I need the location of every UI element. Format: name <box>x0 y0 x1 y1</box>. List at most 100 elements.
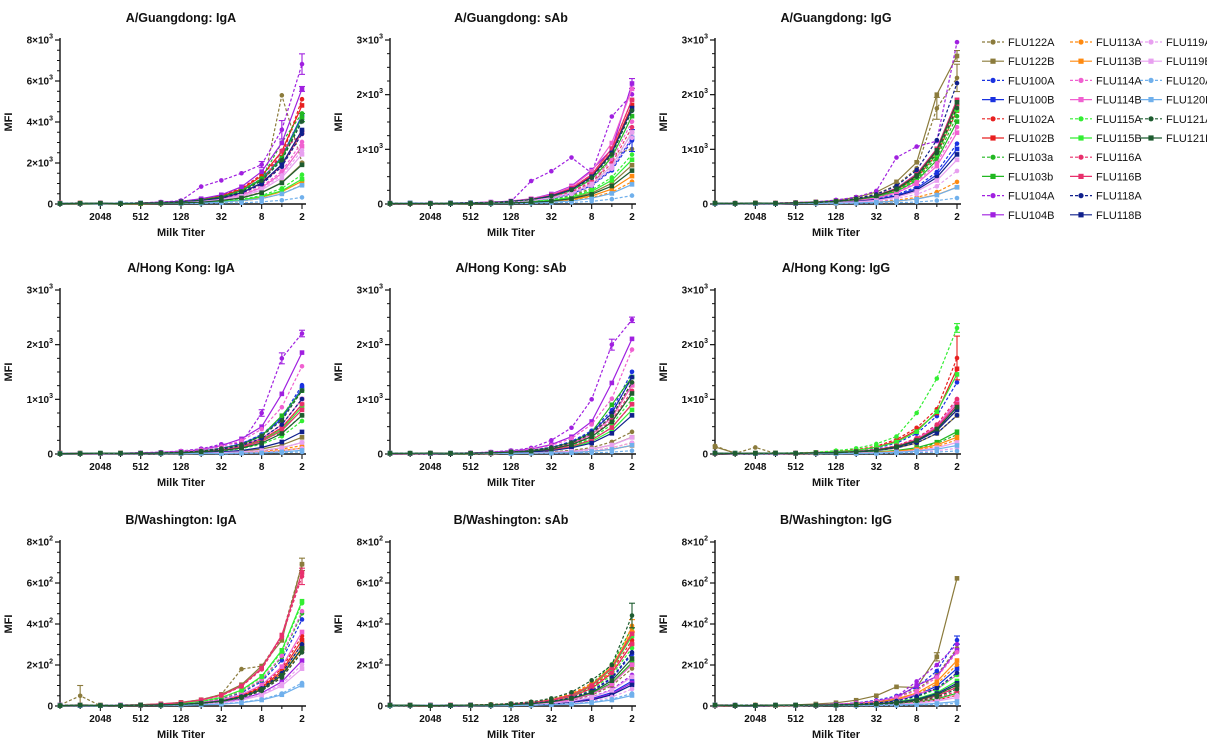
point-FLU115A <box>954 325 960 331</box>
point-FLU104A <box>279 127 285 133</box>
legend-label: FLU113A <box>1096 37 1142 49</box>
point-FLU116B <box>609 146 615 151</box>
point-FLU119B <box>259 187 264 193</box>
point-FLU116B <box>609 425 615 430</box>
point-FLU104B <box>279 140 285 146</box>
point-FLU104A <box>894 155 899 160</box>
legend-marker <box>1078 77 1084 83</box>
legend-label: FLU121A <box>1166 114 1207 126</box>
point-FLU119A <box>629 135 635 141</box>
point-FLU120B <box>219 701 224 707</box>
y-tick-mantissa: 2×10 <box>357 90 380 101</box>
point-FLU122B <box>279 442 285 448</box>
point-FLU119B <box>589 446 594 452</box>
y-tick-exponent: 3 <box>49 338 53 345</box>
point-FLU104A <box>549 438 554 443</box>
point-FLU122A <box>629 666 635 671</box>
point-FLU122B <box>853 697 859 703</box>
point-FLU104A <box>629 317 635 323</box>
point-FLU121B <box>609 183 615 189</box>
point-FLU122B <box>934 654 940 660</box>
point-FLU119B <box>934 698 940 704</box>
point-FLU121B <box>629 656 635 661</box>
y-tick-label: 3×103 <box>27 284 54 297</box>
point-FLU121B <box>259 190 264 196</box>
point-FLU120B <box>914 702 919 707</box>
point-FLU121B <box>428 703 433 708</box>
point-FLU114A <box>279 653 285 658</box>
point-FLU121B <box>508 702 514 707</box>
y-tick-mantissa: 0 <box>377 200 383 211</box>
point-FLU120B <box>239 450 244 456</box>
x-tick-label: 2048 <box>419 714 442 725</box>
point-FLU115B <box>259 674 264 679</box>
y-tick-mantissa: 2×10 <box>27 340 50 351</box>
point-FLU120B <box>239 198 244 204</box>
point-FLU122A <box>77 693 83 699</box>
point-FLU121B <box>158 702 164 708</box>
point-FLU102A <box>299 96 305 102</box>
x-tick-label: 32 <box>871 462 883 473</box>
series-line-FLU100A <box>714 382 958 455</box>
point-FLU121B <box>299 645 305 651</box>
point-FLU121A <box>629 108 635 113</box>
point-FLU104A <box>954 39 960 45</box>
y-tick-mantissa: 4×10 <box>682 620 705 631</box>
point-FLU121A <box>279 418 285 423</box>
series-line-FLU121B <box>389 393 633 454</box>
x-tick-label: 128 <box>828 212 845 223</box>
point-FLU118A <box>914 167 919 173</box>
point-FLU122B <box>299 435 305 440</box>
point-FLU121A <box>609 413 615 419</box>
x-tick-label: 128 <box>173 714 190 725</box>
point-FLU121B <box>629 391 635 396</box>
x-axis-label: Milk Titer <box>812 227 861 239</box>
point-FLU122B <box>629 162 635 168</box>
point-FLU122A <box>239 666 244 672</box>
point-FLU119A <box>954 168 960 174</box>
point-FLU119B <box>259 692 264 698</box>
point-FLU114B <box>609 140 615 146</box>
point-FLU121B <box>98 200 103 206</box>
point-FLU121A <box>569 187 574 193</box>
point-FLU118A <box>299 396 305 402</box>
point-FLU121B <box>753 450 758 456</box>
point-FLU118B <box>934 175 940 180</box>
point-FLU114B <box>914 181 919 187</box>
legend-item-FLU103b: FLU103b <box>982 171 1053 183</box>
point-FLU120A <box>954 195 960 201</box>
legend-marker <box>1148 77 1154 83</box>
y-tick-exponent: 3 <box>379 88 383 95</box>
x-tick-label: 2048 <box>89 714 112 725</box>
point-FLU120B <box>609 697 615 703</box>
point-FLU102B <box>299 103 305 108</box>
y-tick-exponent: 3 <box>704 88 708 95</box>
point-FLU121B <box>178 200 184 206</box>
legend-item-FLU120B: FLU120B <box>1140 95 1207 107</box>
point-FLU116A <box>299 402 305 407</box>
point-FLU120B <box>219 451 224 456</box>
x-tick-label: 8 <box>589 212 595 223</box>
y-tick-exponent: 3 <box>49 157 53 164</box>
legend-label: FLU119B <box>1166 56 1207 68</box>
series-line-FLU116A <box>390 390 633 455</box>
y-tick-label: 2×102 <box>27 659 54 672</box>
legend-label: FLU119A <box>1166 37 1207 49</box>
y-tick-mantissa: 3×10 <box>682 36 705 47</box>
point-FLU121B <box>528 199 534 205</box>
point-FLU120B <box>259 450 264 456</box>
point-FLU121B <box>448 201 453 206</box>
x-tick-label: 2 <box>629 714 635 725</box>
y-tick-label: 3×103 <box>357 284 384 297</box>
point-FLU104B <box>239 184 244 190</box>
x-axis-label: Milk Titer <box>157 729 206 741</box>
y-tick-mantissa: 1×10 <box>682 145 705 156</box>
point-FLU121B <box>219 198 224 203</box>
point-FLU119A <box>299 148 305 153</box>
point-FLU122B <box>894 684 899 690</box>
y-tick-mantissa: 4×10 <box>27 118 50 129</box>
series-line-FLU104B <box>389 338 633 455</box>
